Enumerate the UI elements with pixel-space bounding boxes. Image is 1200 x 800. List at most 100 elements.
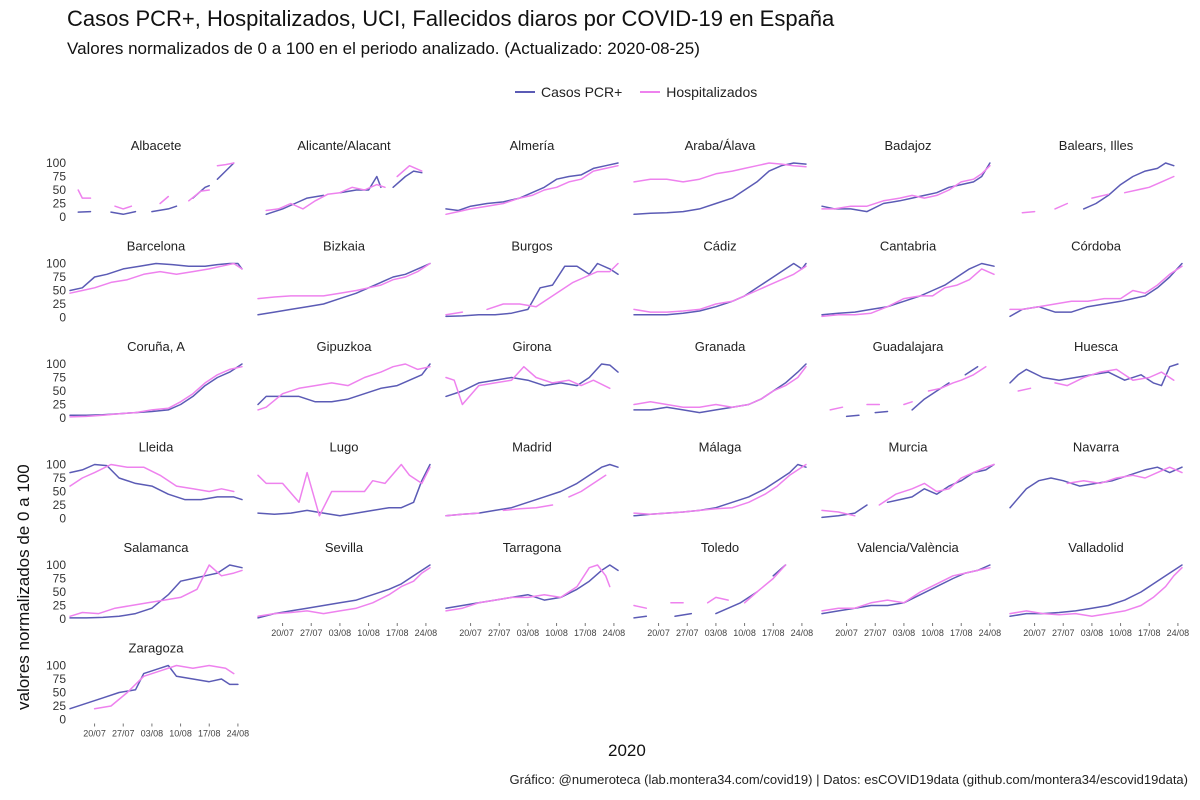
series-line-hospitalizados — [265, 164, 423, 212]
panel-badajoz: Badajoz — [821, 138, 991, 213]
x-tick-label: 27/07 — [488, 628, 511, 638]
panel-cordoba: Córdoba — [1009, 239, 1183, 318]
panel-title: Almería — [510, 138, 556, 153]
x-tick-label: 27/07 — [1052, 628, 1075, 638]
panel-title: Badajoz — [885, 138, 932, 153]
series-line-hospitalizados — [257, 363, 431, 411]
series-line-hospitalizados — [1017, 368, 1175, 392]
series-line-hospitalizados — [1021, 175, 1175, 214]
x-tick-label: 20/07 — [83, 729, 106, 739]
chart-title: Casos PCR+, Hospitalizados, UCI, Falleci… — [67, 6, 835, 31]
y-tick-label: 0 — [59, 612, 66, 626]
series-line-hospitalizados — [93, 664, 235, 710]
y-tick-label: 25 — [53, 398, 67, 412]
panel-cantabria: Cantabria — [821, 239, 995, 318]
x-tick-label: 10/08 — [357, 628, 380, 638]
x-tick-label: 03/08 — [893, 628, 916, 638]
series-line-hospitalizados — [821, 566, 991, 612]
series-line-hospitalizados — [445, 474, 607, 517]
y-tick-label: 25 — [53, 297, 67, 311]
y-tick-label: 75 — [53, 270, 67, 284]
panel-almeria: Almería — [445, 138, 619, 216]
series-line-casos-pcr — [445, 564, 619, 609]
series-line-casos-pcr — [69, 463, 243, 501]
series-line-hospitalizados — [257, 566, 431, 618]
series-line-casos-pcr — [257, 463, 431, 517]
panel-title: Huesca — [1074, 339, 1119, 354]
y-tick-label: 75 — [53, 170, 67, 184]
chart-caption: Gráfico: @numeroteca (lab.montera34.com/… — [509, 772, 1188, 787]
panel-malaga: Málaga — [633, 440, 807, 517]
panel-navarra: Navarra — [1009, 440, 1183, 509]
x-tick-label: 10/08 — [545, 628, 568, 638]
panel-title: Granada — [695, 339, 746, 354]
x-axis-label: 2020 — [608, 741, 646, 760]
x-tick-label: 20/07 — [459, 628, 482, 638]
panel-title: Lugo — [330, 440, 359, 455]
series-line-casos-pcr — [445, 262, 619, 318]
x-tick-label: 27/07 — [300, 628, 323, 638]
series-line-casos-pcr — [69, 363, 243, 417]
series-line-casos-pcr — [69, 664, 239, 710]
series-line-casos-pcr — [633, 262, 807, 316]
y-tick-label: 75 — [53, 471, 67, 485]
y-tick-label: 50 — [53, 585, 67, 599]
panel-burgos: Burgos — [445, 239, 619, 318]
panel-title: Madrid — [512, 440, 552, 455]
y-tick-label: 50 — [53, 485, 67, 499]
series-line-casos-pcr — [445, 363, 619, 398]
legend-swatch-hospitalizados — [640, 91, 661, 93]
panel-title: Guadalajara — [873, 339, 945, 354]
x-tick-label: 03/08 — [517, 628, 540, 638]
series-line-casos-pcr — [821, 162, 991, 213]
x-tick-label: 24/08 — [979, 628, 1002, 638]
chart-subtitle: Valores normalizados de 0 a 100 en el pe… — [67, 39, 700, 58]
x-tick-label: 27/07 — [112, 729, 135, 739]
series-line-casos-pcr — [445, 162, 619, 212]
series-line-casos-pcr — [257, 363, 431, 406]
panel-title: Málaga — [699, 440, 742, 455]
y-tick-label: 0 — [59, 311, 66, 325]
y-tick-label: 75 — [53, 371, 67, 385]
y-tick-label: 50 — [53, 284, 67, 298]
series-line-casos-pcr — [1009, 262, 1183, 318]
series-line-hospitalizados — [633, 162, 807, 183]
series-line-casos-pcr — [821, 564, 991, 615]
panel-cadiz: Cádiz — [633, 239, 807, 316]
x-tick-label: 27/07 — [676, 628, 699, 638]
panel-title: Sevilla — [325, 540, 364, 555]
series-line-casos-pcr — [69, 564, 243, 619]
legend-item-casos: Casos PCR+ — [515, 84, 622, 100]
series-line-casos-pcr — [77, 162, 235, 216]
series-line-hospitalizados — [257, 463, 431, 517]
panel-sevilla: Sevilla 20/07 27/07 03/08 10/08 17/08 24/08 — [257, 540, 438, 638]
y-tick-label: 0 — [59, 411, 66, 425]
x-tick-label: 24/08 — [227, 729, 250, 739]
panel-title: Córdoba — [1071, 239, 1122, 254]
y-tick-label: 100 — [46, 357, 66, 371]
panel-title: Burgos — [511, 239, 553, 254]
series-line-casos-pcr — [845, 365, 979, 418]
panel-title: Salamanca — [123, 540, 189, 555]
series-line-hospitalizados — [445, 564, 611, 612]
panel-granada: Granada — [633, 339, 807, 414]
y-tick-label: 25 — [53, 197, 67, 211]
panel-title: Balears, Illes — [1059, 138, 1134, 153]
panel-murcia: Murcia — [821, 440, 995, 519]
panel-valencia-valencia: Valencia/València 20/07 27/07 03/08 10/08 17/… — [821, 540, 1002, 638]
legend: Casos PCR+ Hospitalizados — [515, 80, 771, 100]
x-tick-label: 17/08 — [386, 628, 409, 638]
y-tick-label: 100 — [46, 257, 66, 271]
series-line-hospitalizados — [77, 162, 235, 210]
series-line-casos-pcr — [821, 463, 995, 519]
x-tick-label: 24/08 — [415, 628, 438, 638]
y-tick-label: 0 — [59, 512, 66, 526]
legend-label-casos: Casos PCR+ — [541, 84, 623, 100]
x-tick-label: 10/08 — [1109, 628, 1132, 638]
